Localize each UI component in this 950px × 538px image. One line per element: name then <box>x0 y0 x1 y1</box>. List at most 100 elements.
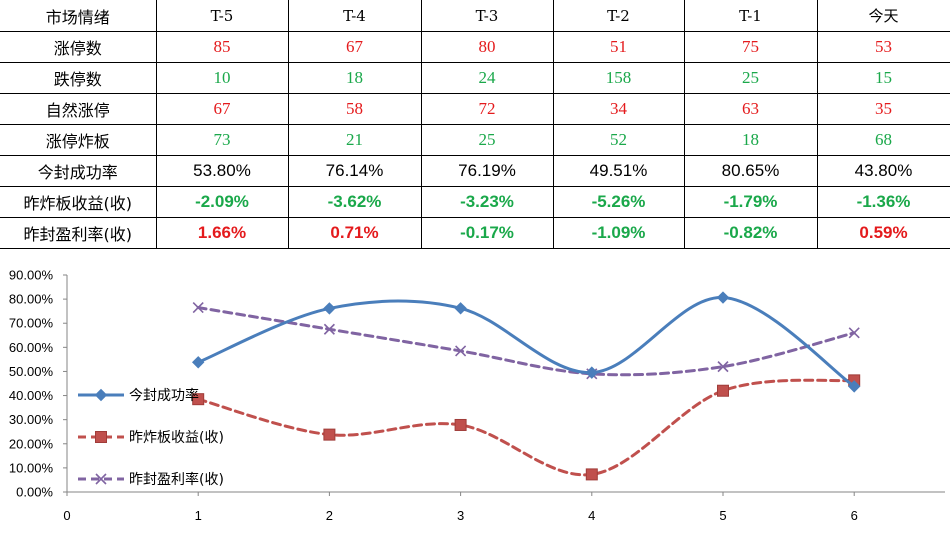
y-tick-label: 70.00% <box>9 316 54 331</box>
legend-entry: 昨封盈利率(收) <box>78 471 224 488</box>
series-3 <box>192 301 860 380</box>
data-point-square <box>717 384 729 397</box>
table-cell: 158 <box>552 62 685 94</box>
table-cell: -1.79% <box>683 186 818 218</box>
table-cell: -3.23% <box>420 186 554 218</box>
table-cell: 80.65% <box>683 155 818 187</box>
y-tick-label: 20.00% <box>9 436 54 451</box>
sentiment-line-chart: 0.00% 10.00% 20.00% 30.00% 40.00% 50.00% 60.00… <box>9 268 945 523</box>
data-point-x <box>455 345 467 357</box>
row-label: 跌停数 <box>0 62 157 94</box>
table-cell: 53 <box>816 31 950 63</box>
table-cell: 63 <box>683 93 818 125</box>
y-axis: 0.00% 10.00% 20.00% 30.00% 40.00% 50.00% 60.00… <box>9 268 68 500</box>
legend-label: 昨封盈利率(收) <box>129 471 224 488</box>
y-tick-label: 10.00% <box>9 460 54 475</box>
data-point-diamond <box>94 388 108 402</box>
header-cell: T-1 <box>683 0 818 32</box>
header-cell: 市场情绪 <box>0 0 157 32</box>
table-row: 自然涨停 67 58 72 34 63 35 <box>0 93 950 125</box>
table-row: 涨停数 85 67 80 51 75 53 <box>0 31 950 63</box>
table-cell: 21 <box>287 124 422 156</box>
table-cell: 67 <box>287 31 422 63</box>
header-cell: 今天 <box>816 0 950 32</box>
x-tick-label: 5 <box>719 508 726 523</box>
data-point-square <box>454 418 467 431</box>
table-cell: 0.71% <box>287 217 422 249</box>
data-point-diamond <box>716 291 730 304</box>
table-cell: 49.51% <box>552 155 685 187</box>
table-cell: 34 <box>552 93 685 125</box>
y-tick-label: 90.00% <box>9 268 54 283</box>
table-row: 今封成功率 53.80% 76.14% 76.19% 49.51% 80.65% 43.80… <box>0 155 950 187</box>
row-label: 自然涨停 <box>0 93 157 125</box>
data-point-x <box>95 473 107 485</box>
legend-entry: 今封成功率 <box>78 387 199 404</box>
legend-label: 昨炸板收益(收) <box>129 430 224 446</box>
market-sentiment-table: 市场情绪 T-5 T-4 T-3 T-2 T-1 今天 涨停数 85 67 80 51 7… <box>0 0 950 255</box>
header-cell: T-4 <box>287 0 422 32</box>
data-point-diamond <box>847 380 861 393</box>
row-label: 涨停炸板 <box>0 124 157 156</box>
table-cell: -0.82% <box>683 217 818 249</box>
table-cell: 35 <box>816 93 950 125</box>
legend-entry: 昨炸板收益(收) <box>78 430 224 446</box>
data-point-x <box>717 361 729 373</box>
table-cell: 53.80% <box>155 155 289 187</box>
series-layer <box>191 291 861 481</box>
data-point-x <box>848 327 860 339</box>
table-cell: 76.14% <box>287 155 422 187</box>
table-cell: 18 <box>683 124 818 156</box>
data-point-diamond <box>454 302 467 315</box>
table-cell: -1.09% <box>552 217 685 249</box>
table-cell: 67 <box>155 93 289 125</box>
data-point-x <box>192 301 204 314</box>
table-cell: 15 <box>816 62 950 94</box>
row-label: 昨炸板收益(收) <box>0 186 157 218</box>
header-cell: T-5 <box>155 0 289 32</box>
table-cell: 51 <box>552 31 685 63</box>
table-cell: 76.19% <box>420 155 554 187</box>
series-line <box>196 296 856 388</box>
table-body: 涨停数 85 67 80 51 75 53 跌停数 10 18 24 158 25 15 自然涨停 67 58 7… <box>0 31 950 249</box>
table-cell: 43.80% <box>816 155 950 187</box>
table-row: 跌停数 10 18 24 158 25 15 <box>0 62 950 94</box>
table-row: 昨封盈利率(收) 1.66% 0.71% -0.17% -1.09% -0.82% 0.59… <box>0 217 950 249</box>
data-point-diamond <box>323 302 336 315</box>
data-point-diamond <box>585 366 599 379</box>
data-point-x <box>323 323 335 335</box>
table-cell: -3.62% <box>287 186 422 218</box>
table-cell: -0.17% <box>420 217 554 249</box>
table-cell: 72 <box>420 93 554 125</box>
row-label: 昨封盈利率(收) <box>0 217 157 249</box>
x-tick-label: 6 <box>851 508 858 523</box>
table-cell: -1.36% <box>816 186 950 218</box>
table-cell: 80 <box>420 31 554 63</box>
table-cell: 10 <box>155 62 289 94</box>
row-label: 今封成功率 <box>0 155 157 187</box>
data-point-diamond <box>191 356 205 369</box>
table-header-row: 市场情绪 T-5 T-4 T-3 T-2 T-1 今天 <box>0 0 950 32</box>
data-point-square <box>192 393 205 406</box>
table-cell: 25 <box>420 124 554 156</box>
y-tick-label: 40.00% <box>9 388 54 403</box>
series-line <box>196 306 856 377</box>
table-cell: 18 <box>287 62 422 94</box>
series-2 <box>192 374 861 481</box>
row-label: 涨停数 <box>0 31 157 63</box>
table-cell: 25 <box>683 62 818 94</box>
sentiment-table: 市场情绪 T-5 T-4 T-3 T-2 T-1 今天 涨停数 85 67 80 51 7… <box>0 0 950 249</box>
table-row: 昨炸板收益(收) -2.09% -3.62% -3.23% -5.26% -1.79% -1… <box>0 186 950 218</box>
table-cell: 24 <box>420 62 554 94</box>
table-cell: 68 <box>816 124 950 156</box>
x-tick-label: 1 <box>195 508 202 523</box>
y-tick-label: 60.00% <box>9 340 54 355</box>
table-cell: 73 <box>155 124 289 156</box>
y-tick-label: 80.00% <box>9 292 54 307</box>
y-tick-label: 50.00% <box>9 364 54 379</box>
table-cell: -2.09% <box>155 186 289 218</box>
series-1 <box>191 291 861 393</box>
legend-label: 今封成功率 <box>129 387 199 404</box>
header-cell: T-3 <box>420 0 554 32</box>
